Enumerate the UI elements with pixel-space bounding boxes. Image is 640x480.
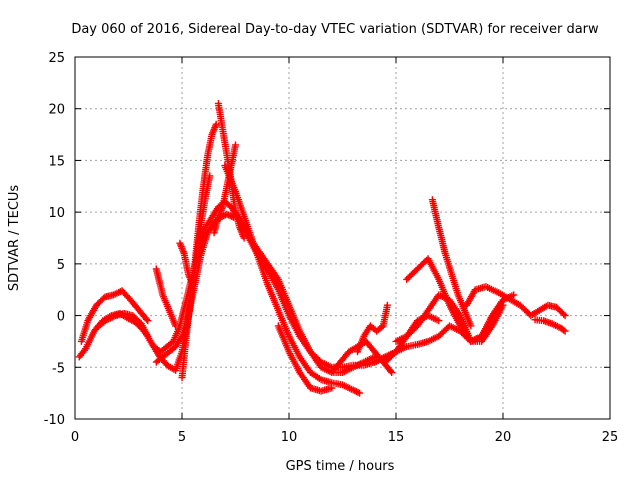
x-tick-label: 25: [602, 430, 619, 445]
y-tick-label: -10: [44, 413, 65, 428]
y-tick-label: 5: [57, 258, 65, 273]
y-axis-label: SDTVAR / TECUs: [7, 185, 22, 292]
series-arc-19: [392, 312, 443, 345]
series-arc-22: [463, 283, 569, 320]
chart-title: Day 060 of 2016, Sidereal Day-to-day VTE…: [71, 22, 599, 37]
plus-markers: [428, 196, 475, 330]
data-layer: [75, 100, 569, 397]
grid-layer: [75, 57, 610, 419]
x-tick-label: 15: [388, 430, 405, 445]
x-axis-label: GPS time / hours: [286, 459, 395, 474]
plus-markers: [531, 316, 569, 335]
x-tick-label: 5: [178, 430, 186, 445]
series-arc-16: [354, 301, 391, 356]
x-tick-label: 20: [495, 430, 512, 445]
y-tick-label: 0: [57, 310, 65, 325]
plus-markers: [152, 265, 180, 330]
plus-markers: [232, 208, 400, 371]
y-tick-label: 25: [48, 51, 65, 66]
plus-markers: [274, 322, 336, 395]
series-arc-20: [403, 255, 518, 345]
plus-markers: [354, 301, 391, 356]
x-tick-label: 10: [281, 430, 298, 445]
series-arc-6: [152, 265, 180, 330]
series-arc-23: [531, 316, 569, 335]
plus-markers: [176, 172, 214, 288]
series-arc-12: [232, 208, 400, 371]
series-arc-14: [274, 322, 336, 395]
axis-layer: 0 5 10 15 20 25 -10 -5 0 5 10 15 20 25: [44, 51, 619, 445]
plus-markers: [392, 312, 443, 345]
plus-markers: [403, 255, 518, 345]
series-arc-8: [176, 172, 214, 288]
plot-frame: [74, 56, 611, 420]
y-tick-label: -5: [52, 361, 65, 376]
y-tick-label: 15: [48, 154, 65, 169]
plus-markers: [463, 283, 569, 320]
series-arc-2: [77, 287, 152, 345]
y-tick-label: 20: [48, 103, 65, 118]
series-arc-21: [428, 196, 475, 330]
x-tick-label: 0: [71, 430, 79, 445]
y-tick-label: 10: [48, 206, 65, 221]
plus-markers: [77, 287, 152, 345]
